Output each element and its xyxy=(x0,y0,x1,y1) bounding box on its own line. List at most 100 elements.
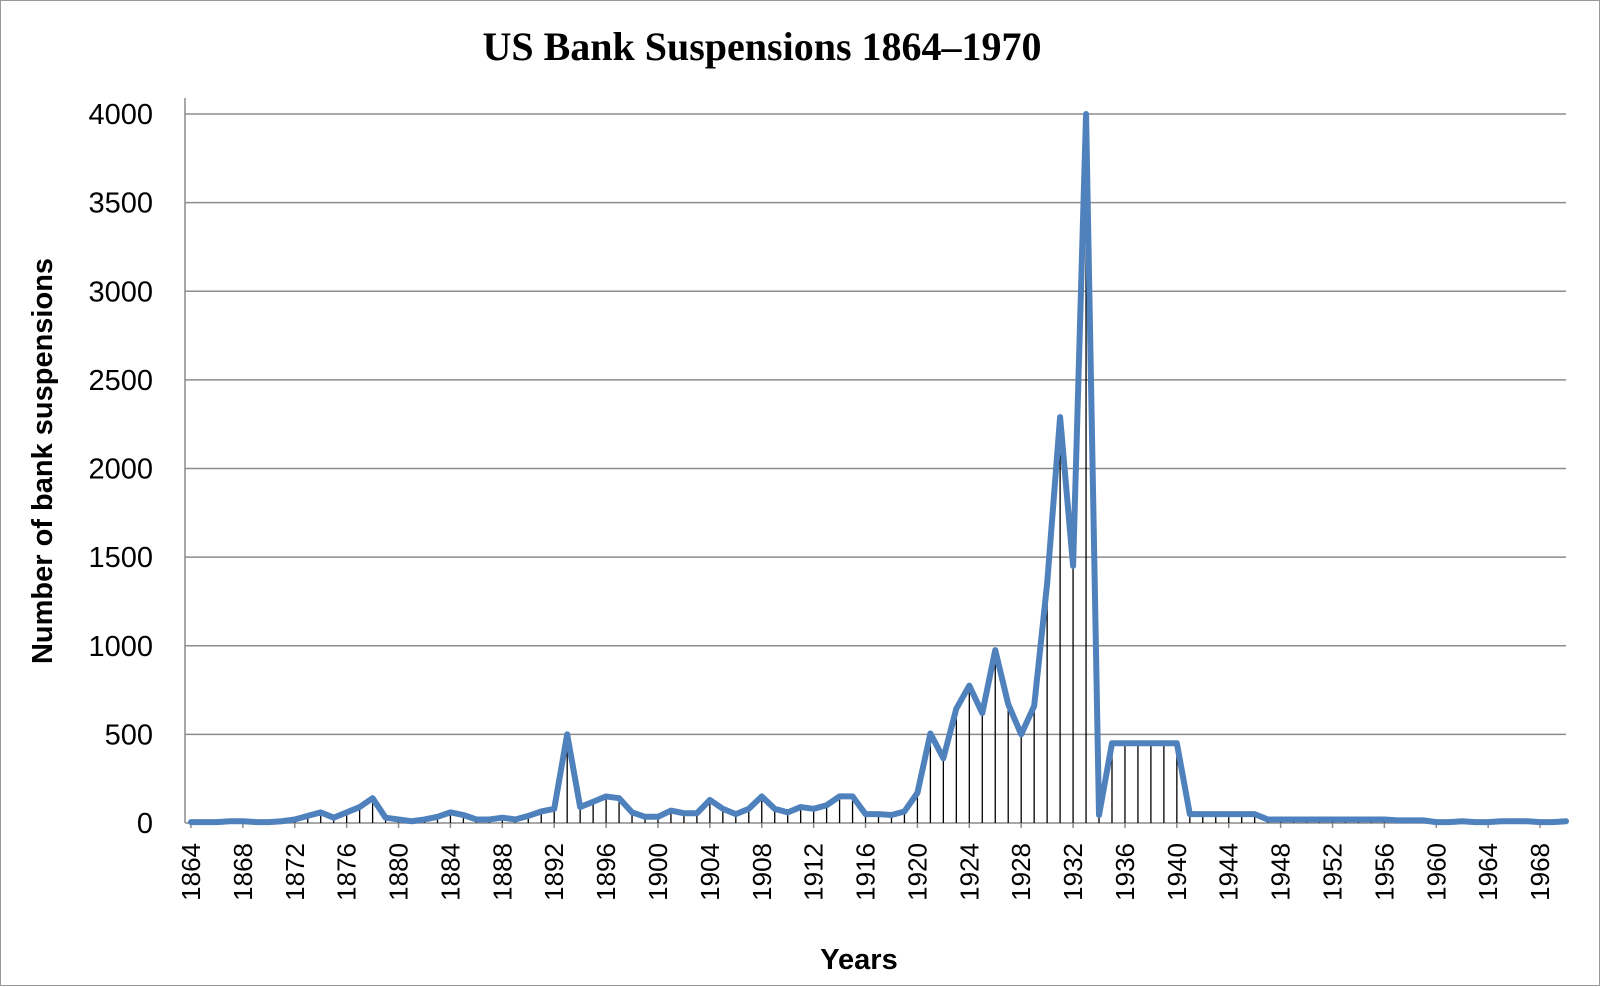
x-tick-label: 1968 xyxy=(1525,843,1555,901)
data-point xyxy=(1292,817,1296,821)
data-point xyxy=(1343,817,1347,821)
data-point xyxy=(1058,415,1062,419)
data-point xyxy=(358,805,362,809)
y-tick-label: 500 xyxy=(105,719,153,751)
data-point xyxy=(941,756,945,760)
x-tick-label: 1884 xyxy=(435,843,465,901)
data-point xyxy=(1447,820,1451,824)
data-point xyxy=(1253,812,1257,816)
data-point xyxy=(1227,812,1231,816)
data-point xyxy=(1512,819,1516,823)
data-point xyxy=(202,820,206,824)
data-point xyxy=(864,812,868,816)
data-point xyxy=(682,811,686,815)
data-point xyxy=(578,805,582,809)
data-point xyxy=(695,811,699,815)
data-point xyxy=(539,809,543,813)
data-point xyxy=(487,817,491,821)
data-point xyxy=(422,817,426,821)
data-point xyxy=(526,814,530,818)
data-point xyxy=(993,648,997,652)
data-point xyxy=(889,813,893,817)
data-point xyxy=(1032,704,1036,708)
x-tick-labels: 1864 1868 1872 1876 1880 1884 1888 1892 1896 1900… xyxy=(176,843,1555,901)
x-tick-label: 1920 xyxy=(902,843,932,901)
data-point xyxy=(189,820,193,824)
data-point xyxy=(954,707,958,711)
x-tick-label: 1888 xyxy=(487,843,517,901)
x-tick-label: 1964 xyxy=(1473,843,1503,901)
data-point xyxy=(708,798,712,802)
series xyxy=(188,111,1569,826)
data-point xyxy=(267,820,271,824)
y-tick-label: 3500 xyxy=(88,188,153,220)
data-point xyxy=(915,791,919,795)
data-point xyxy=(397,817,401,821)
x-tick-label: 1868 xyxy=(228,843,258,901)
y-tick-label: 4000 xyxy=(88,99,153,131)
x-tick-label: 1916 xyxy=(851,843,881,901)
data-point xyxy=(461,813,465,817)
data-point xyxy=(1188,812,1192,816)
data-point xyxy=(228,819,232,823)
data-point xyxy=(877,812,880,816)
y-tick-label: 1500 xyxy=(88,542,153,574)
data-point xyxy=(474,817,478,821)
data-point xyxy=(928,731,932,735)
data-point xyxy=(747,807,751,811)
data-point xyxy=(1331,817,1335,821)
y-tick-labels: 0 500 1000 1500 2000 2500 3000 3500 4000 xyxy=(88,99,153,840)
data-point xyxy=(825,803,829,807)
data-point xyxy=(1136,741,1140,745)
data-point xyxy=(500,816,504,820)
data-point xyxy=(254,820,258,824)
x-tick-label: 1932 xyxy=(1058,843,1088,901)
x-tick-label: 1960 xyxy=(1421,843,1451,901)
x-tick-label: 1904 xyxy=(695,843,725,901)
data-point xyxy=(1201,812,1205,816)
data-point xyxy=(513,817,517,821)
x-tick-label: 1940 xyxy=(1162,843,1192,901)
data-point xyxy=(345,810,349,814)
data-point xyxy=(669,809,673,813)
x-tick-label: 1928 xyxy=(1006,843,1036,901)
y-tick-label: 2000 xyxy=(88,454,153,486)
data-point xyxy=(306,814,310,818)
x-tick-label: 1896 xyxy=(591,843,621,901)
data-point xyxy=(1551,820,1555,824)
chart-title: US Bank Suspensions 1864–1970 xyxy=(482,24,1041,69)
gridlines xyxy=(185,113,1566,736)
x-tick-label: 1944 xyxy=(1214,843,1244,901)
data-point xyxy=(786,810,790,814)
x-tick-label: 1952 xyxy=(1318,843,1348,901)
data-point xyxy=(967,684,971,688)
data-point xyxy=(838,794,842,798)
data-point xyxy=(448,810,452,814)
data-point xyxy=(332,816,336,820)
data-point xyxy=(1279,817,1283,821)
data-point xyxy=(241,819,245,823)
data-point xyxy=(1382,817,1386,821)
x-tick-label: 1892 xyxy=(539,843,569,901)
data-point xyxy=(812,807,816,811)
data-point xyxy=(591,800,595,804)
data-point xyxy=(1525,819,1529,823)
data-point xyxy=(1538,820,1542,824)
data-point xyxy=(1356,817,1360,821)
data-point xyxy=(1071,564,1075,568)
data-point xyxy=(1318,817,1322,821)
data-point xyxy=(630,810,634,814)
data-point xyxy=(215,820,219,824)
data-point xyxy=(980,711,984,715)
data-point xyxy=(1564,819,1568,823)
data-point xyxy=(280,819,284,823)
data-point xyxy=(319,810,323,814)
data-point xyxy=(410,819,414,823)
data-point xyxy=(760,794,764,798)
y-tick-label: 2500 xyxy=(88,365,153,397)
x-tick-label: 1924 xyxy=(954,843,984,901)
x-tick-label: 1908 xyxy=(747,843,777,901)
data-point xyxy=(1019,732,1023,736)
